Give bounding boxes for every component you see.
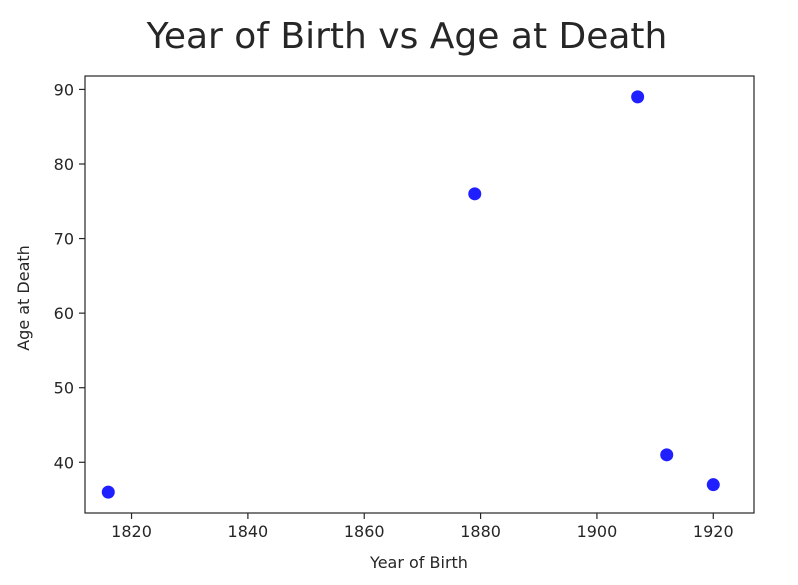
y-tick-label: 80 — [54, 155, 74, 174]
y-axis-ticks: 40 50 60 70 80 90 — [54, 80, 85, 472]
x-tick-label: 1840 — [228, 522, 269, 541]
y-axis-label: Age at Death — [14, 245, 33, 351]
data-points — [101, 90, 720, 499]
x-axis-label: Year of Birth — [369, 553, 468, 572]
y-tick-label: 90 — [54, 80, 74, 99]
y-tick-label: 60 — [54, 304, 74, 323]
data-point — [101, 485, 115, 499]
plot-frame — [84, 75, 755, 514]
x-tick-label: 1920 — [693, 522, 734, 541]
y-tick-label: 50 — [54, 379, 74, 398]
y-tick-label: 40 — [54, 453, 74, 472]
data-point — [660, 448, 674, 462]
y-tick-label: 70 — [54, 230, 74, 249]
data-point — [631, 90, 645, 104]
x-tick-label: 1820 — [111, 522, 152, 541]
chart-title: Year of Birth vs Age at Death — [146, 16, 668, 57]
data-point — [468, 187, 482, 201]
data-point — [706, 478, 720, 492]
x-tick-label: 1900 — [577, 522, 618, 541]
x-tick-label: 1860 — [344, 522, 385, 541]
x-axis-ticks: 1820 1840 1860 1880 1900 1920 — [111, 513, 734, 541]
x-tick-label: 1880 — [460, 522, 501, 541]
